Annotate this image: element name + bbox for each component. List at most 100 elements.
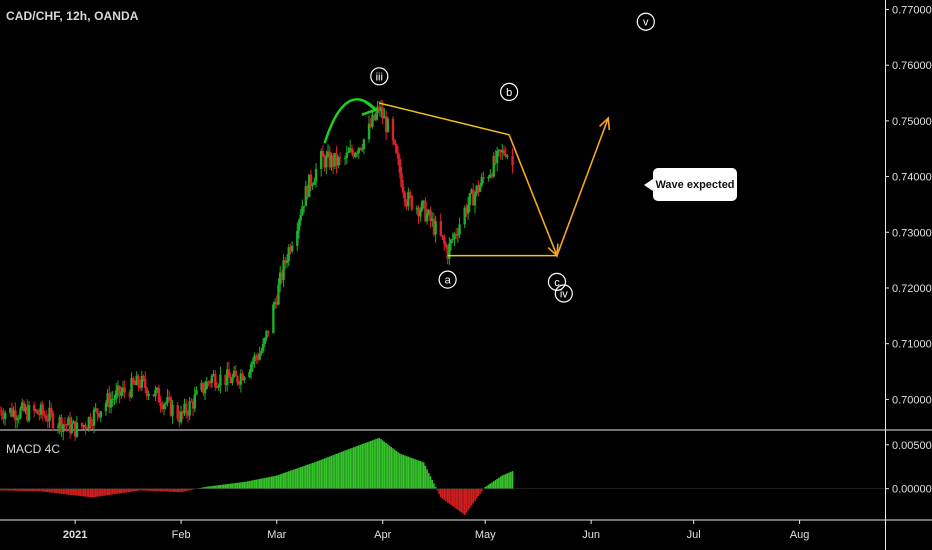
- time-tick-label: Apr: [374, 529, 391, 541]
- candle-body: [207, 381, 210, 383]
- candle-body: [179, 411, 183, 423]
- candle-body: [432, 218, 436, 235]
- candle-body: [296, 230, 299, 246]
- candle-body: [234, 370, 237, 377]
- candle-body: [492, 155, 495, 177]
- candle-body: [224, 374, 227, 386]
- price-tick-label: 0.75000: [892, 116, 932, 128]
- candle-body: [113, 398, 116, 400]
- price-tick-label: 0.70000: [892, 394, 932, 406]
- candle-body: [405, 201, 408, 207]
- candle-body: [352, 152, 355, 157]
- candle-body: [106, 393, 109, 404]
- candle-body: [355, 153, 359, 155]
- drawings-layer: [323, 98, 611, 258]
- candle-body: [229, 377, 232, 383]
- candle-body: [410, 195, 413, 210]
- candle-body: [362, 139, 366, 150]
- candle-body: [120, 392, 123, 396]
- candle-body: [384, 116, 388, 133]
- candle-body: [422, 200, 425, 202]
- candle-body: [60, 417, 63, 433]
- candle-body: [284, 260, 287, 263]
- candle-body: [345, 152, 349, 158]
- candle-body: [466, 205, 470, 214]
- candle-body: [135, 375, 138, 386]
- candle-body: [181, 411, 185, 414]
- candle-body: [70, 423, 73, 433]
- candle-body: [369, 123, 372, 127]
- green-arrowhead-icon: [361, 99, 379, 116]
- candle-body: [32, 404, 36, 411]
- candle-body: [96, 408, 99, 414]
- candles-layer: [0, 100, 514, 442]
- trendline-top: [379, 102, 510, 136]
- candle-body: [308, 174, 311, 198]
- candle-body: [203, 388, 207, 394]
- candle-body: [145, 388, 149, 396]
- candle-body: [202, 382, 205, 394]
- candle-body: [154, 389, 157, 397]
- candle-body: [441, 235, 444, 238]
- candle-body: [109, 399, 113, 408]
- candle-body: [297, 220, 301, 231]
- candle-body: [395, 143, 398, 153]
- candle-body: [506, 155, 509, 157]
- candle-body: [330, 155, 333, 168]
- candle-body: [46, 420, 50, 422]
- candle-body: [499, 149, 502, 153]
- candle-body: [41, 404, 44, 415]
- candle-body: [299, 215, 302, 221]
- price-tick-label: 0.71000: [892, 339, 932, 351]
- wave-label-b-circle: [500, 82, 519, 102]
- candle-body: [34, 409, 38, 411]
- candle-body: [478, 185, 482, 192]
- candle-body: [249, 364, 253, 373]
- candle-body: [27, 404, 31, 421]
- candle-body: [273, 301, 277, 305]
- candle-body: [289, 247, 292, 252]
- candle-body: [301, 206, 304, 216]
- candle-body: [239, 373, 243, 385]
- candle-body: [2, 415, 5, 419]
- candle-body: [371, 115, 374, 127]
- candle-body: [502, 149, 506, 154]
- time-tick-label: Jul: [687, 529, 701, 541]
- candle-body: [73, 421, 77, 437]
- wave-label-c: c: [554, 277, 560, 289]
- candle-body: [10, 408, 14, 417]
- macd-layer: [0, 437, 885, 515]
- wave-label-iii-circle: [370, 67, 389, 86]
- candle-body: [183, 403, 186, 414]
- candle-body: [186, 413, 190, 416]
- candle-body: [511, 155, 514, 166]
- wave-label-iv: iv: [560, 289, 568, 301]
- time-tick-label: May: [475, 529, 496, 541]
- candle-body: [200, 382, 203, 391]
- candle-body: [477, 185, 480, 192]
- candle-body: [236, 376, 239, 383]
- candle-body: [349, 148, 352, 152]
- candle-body: [328, 151, 331, 168]
- candle-body: [14, 410, 17, 421]
- macd-tick-label: 0.00500: [892, 440, 932, 452]
- wave-label-c-circle: [547, 272, 567, 291]
- candle-body: [325, 155, 328, 168]
- candle-body: [319, 151, 323, 170]
- candle-body: [58, 417, 61, 427]
- candle-body: [116, 385, 120, 391]
- candle-body: [473, 193, 477, 206]
- candle-body: [497, 149, 501, 151]
- candle-body: [38, 414, 41, 416]
- candle-body: [398, 158, 401, 173]
- candle-body: [302, 205, 306, 207]
- wave-label-iii: iii: [376, 71, 383, 83]
- candle-body: [439, 221, 442, 236]
- candle-body: [169, 397, 173, 416]
- candle-body: [263, 338, 267, 344]
- candle-body: [495, 150, 499, 164]
- candle-body: [451, 239, 454, 241]
- candle-body: [0, 410, 3, 416]
